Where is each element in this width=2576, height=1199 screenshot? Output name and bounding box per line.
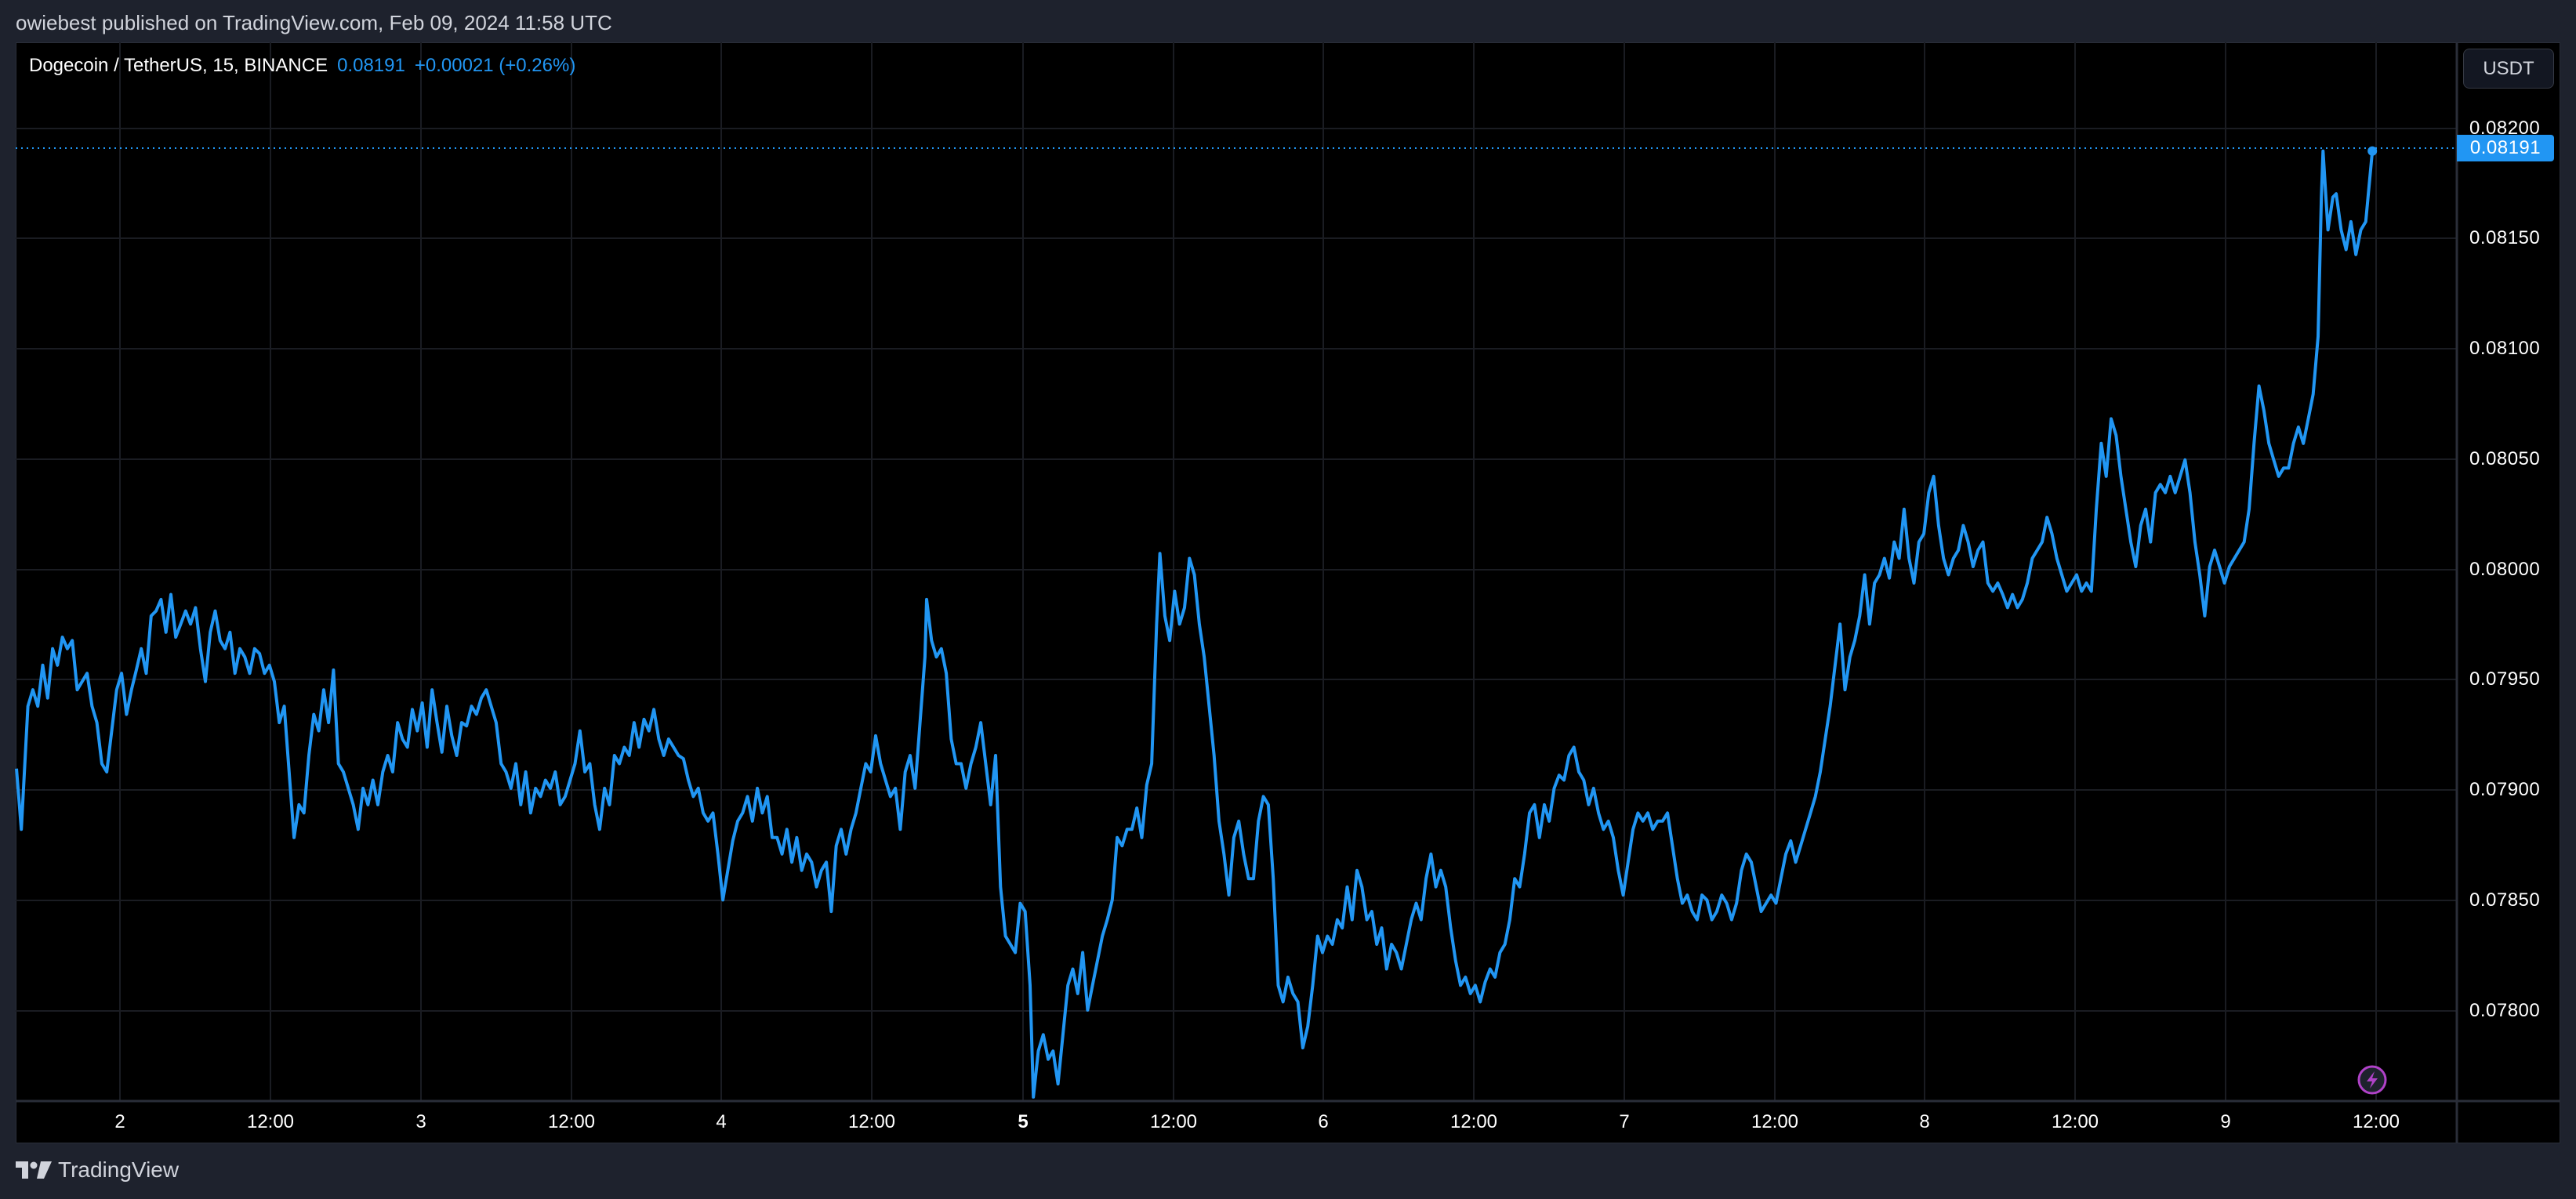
time-tick: 3 (415, 1111, 426, 1132)
time-tick: 12:00 (1449, 1111, 1498, 1132)
time-tick: 2 (114, 1111, 125, 1132)
time-tick: 12:00 (2051, 1111, 2099, 1132)
time-tick: 12:00 (246, 1111, 295, 1132)
time-tick: 12:00 (847, 1111, 896, 1132)
time-tick: 9 (2220, 1111, 2231, 1132)
time-tick: 12:00 (2352, 1111, 2400, 1132)
time-tick: 6 (1318, 1111, 1329, 1132)
time-tick: 7 (1619, 1111, 1630, 1132)
last-price-label: 0.08191 (2457, 135, 2554, 161)
time-tick: 4 (716, 1111, 727, 1132)
price-tick: 0.07950 (2469, 668, 2541, 690)
time-tick: 12:00 (1751, 1111, 1799, 1132)
tradingview-logo[interactable]: TradingView (16, 1157, 179, 1183)
price-tick: 0.08150 (2469, 227, 2541, 248)
tradingview-logo-icon (16, 1161, 52, 1179)
time-tick: 8 (1919, 1111, 1930, 1132)
price-tick: 0.08050 (2469, 448, 2541, 469)
published-caption: owiebest published on TradingView.com, F… (16, 11, 612, 34)
tradingview-brand: TradingView (58, 1157, 180, 1182)
legend-price: 0.08191 (337, 55, 405, 76)
time-tick: 12:00 (1149, 1111, 1198, 1132)
time-tick: 12:00 (547, 1111, 596, 1132)
symbol-name: Dogecoin / TetherUS, 15, BINANCE (29, 55, 328, 76)
lightning-icon[interactable] (2356, 1064, 2388, 1096)
legend-change: +0.00021 (+0.26%) (414, 55, 576, 76)
time-tick: 5 (1018, 1111, 1029, 1132)
chart-pane[interactable] (16, 42, 2560, 1143)
price-tick: 0.07900 (2469, 779, 2541, 800)
price-line (15, 149, 2375, 1099)
price-tick: 0.07800 (2469, 1000, 2541, 1021)
price-tick: 0.08100 (2469, 338, 2541, 359)
price-tick: 0.07850 (2469, 889, 2541, 911)
currency-button[interactable]: USDT (2463, 49, 2554, 89)
symbol-legend[interactable]: Dogecoin / TetherUS, 15, BINANCE 0.08191 +… (29, 55, 575, 77)
price-tick: 0.08000 (2469, 559, 2541, 580)
grid-lines (16, 42, 2457, 1101)
last-price-dot (2367, 146, 2378, 156)
